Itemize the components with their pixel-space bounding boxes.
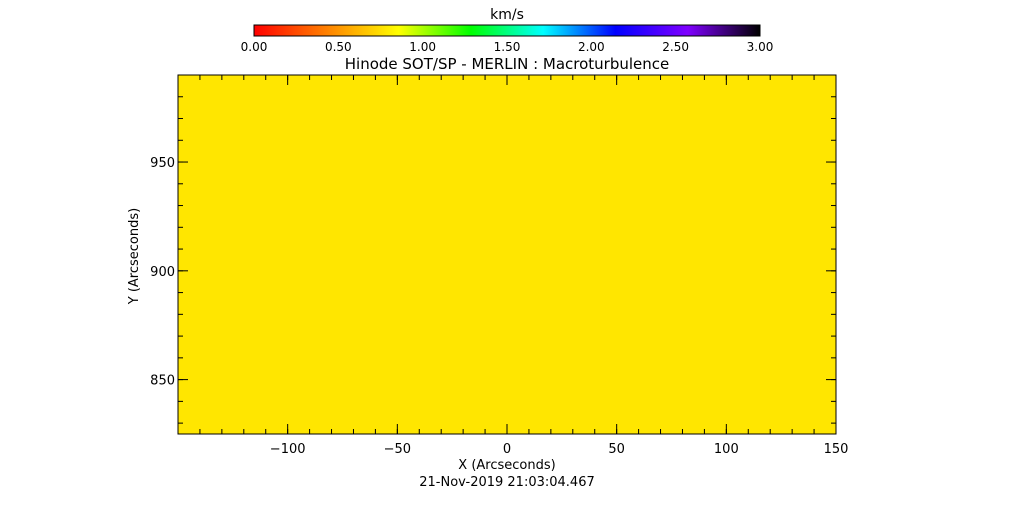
- colorbar-tick-label: 2.50: [662, 40, 689, 54]
- x-tick-label: 100: [714, 442, 739, 457]
- colorbar-tick-label: 3.00: [747, 40, 774, 54]
- x-tick-label: 50: [608, 442, 625, 457]
- colorbar-tick-label: 0.50: [325, 40, 352, 54]
- y-axis-label: Y (Arcseconds): [127, 208, 142, 305]
- colorbar-tick-label: 2.00: [578, 40, 605, 54]
- colorbar-tick-label: 1.00: [409, 40, 436, 54]
- x-tick-label: 0: [503, 442, 511, 457]
- y-tick-label: 850: [150, 374, 175, 389]
- y-tick-label: 950: [150, 156, 175, 171]
- plot-area: −100 −50 0 50 100 150 850 900 950: [150, 74, 849, 457]
- chart-title: Hinode SOT/SP - MERLIN : Macroturbulence: [345, 55, 670, 73]
- axis-ticks: −100 −50 0 50 100 150 850 900 950: [150, 74, 849, 457]
- colorbar-ticks: 0.00 0.50 1.00 1.50 2.00 2.50 3.00: [241, 40, 774, 54]
- heatmap-fill: [178, 75, 836, 434]
- x-tick-label: −100: [270, 442, 306, 457]
- x-tick-label: 150: [824, 442, 849, 457]
- y-tick-label: 900: [150, 265, 175, 280]
- colorbar: km/s 0.00 0.50 1.00 1.50 2.00 2.50 3.00: [241, 7, 774, 54]
- colorbar-tick-label: 0.00: [241, 40, 268, 54]
- colorbar-tick-label: 1.50: [494, 40, 521, 54]
- timestamp: 21-Nov-2019 21:03:04.467: [419, 475, 595, 490]
- colorbar-gradient: [253, 24, 761, 37]
- x-tick-label: −50: [384, 442, 411, 457]
- colorbar-unit-label: km/s: [490, 7, 524, 23]
- x-axis-label: X (Arcseconds): [458, 458, 555, 473]
